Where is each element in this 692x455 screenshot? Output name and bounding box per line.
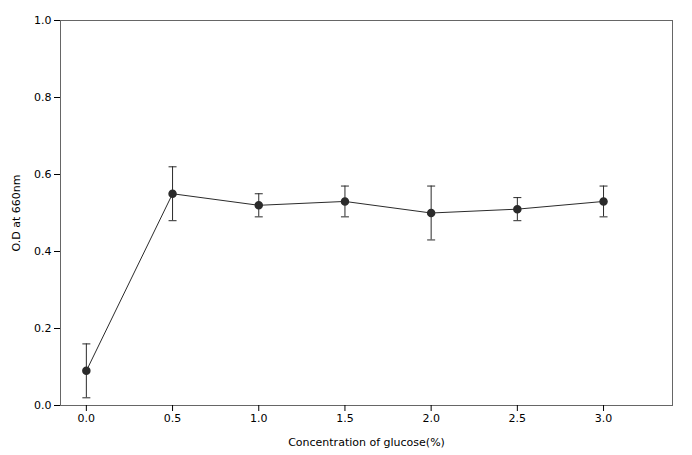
svg-text:2.5: 2.5 bbox=[509, 412, 527, 425]
svg-text:0.8: 0.8 bbox=[34, 91, 52, 104]
svg-text:0.6: 0.6 bbox=[34, 168, 52, 181]
svg-text:0.0: 0.0 bbox=[34, 399, 52, 412]
svg-text:Concentration of glucose(%): Concentration of glucose(%) bbox=[288, 436, 445, 449]
svg-text:0.2: 0.2 bbox=[34, 322, 52, 335]
svg-text:O.D at 660nm: O.D at 660nm bbox=[10, 175, 23, 252]
svg-text:0.5: 0.5 bbox=[164, 412, 182, 425]
svg-text:0.4: 0.4 bbox=[34, 245, 52, 258]
svg-text:2.0: 2.0 bbox=[422, 412, 440, 425]
svg-text:1.0: 1.0 bbox=[250, 412, 268, 425]
svg-text:0.0: 0.0 bbox=[78, 412, 96, 425]
svg-text:1.0: 1.0 bbox=[34, 14, 52, 27]
svg-text:1.5: 1.5 bbox=[336, 412, 354, 425]
svg-text:3.0: 3.0 bbox=[595, 412, 613, 425]
